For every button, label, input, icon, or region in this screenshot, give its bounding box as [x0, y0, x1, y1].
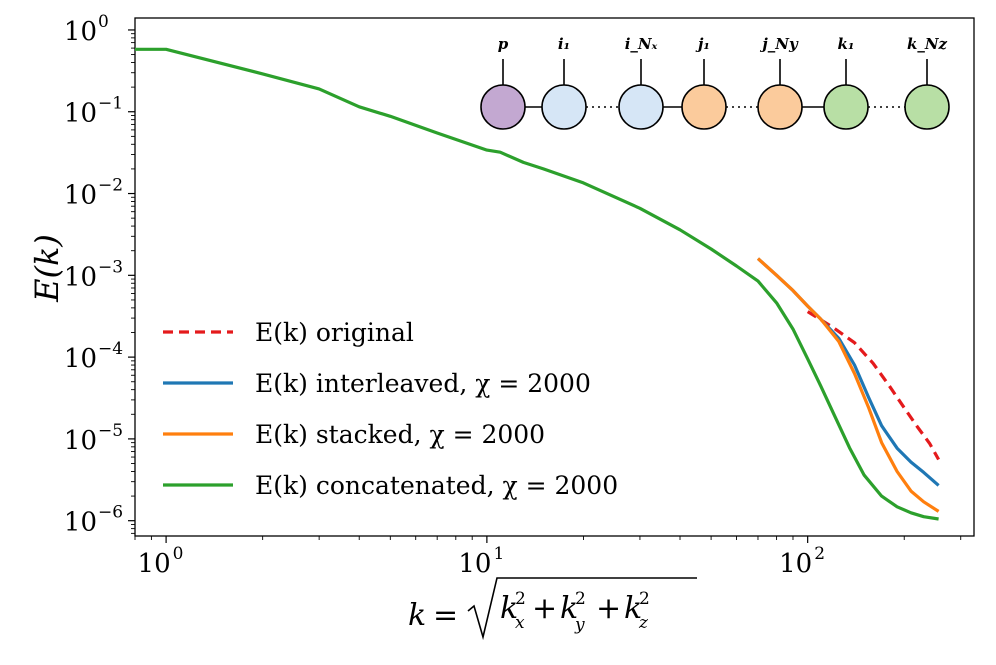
y-tick-label: 10	[64, 508, 97, 538]
x-tick-label: 10	[779, 549, 812, 579]
svg-text:2: 2	[515, 589, 526, 609]
svg-text:+: +	[596, 591, 621, 626]
series-layer	[135, 47, 940, 521]
svg-text:k: k	[408, 598, 426, 633]
inset-node-0	[480, 84, 526, 130]
inset-node-label-3: j₁	[695, 35, 710, 53]
series-line-3	[135, 47, 939, 521]
y-tick-label: 10	[64, 262, 97, 292]
svg-text:2: 2	[575, 589, 586, 609]
svg-text:y: y	[574, 615, 585, 635]
svg-text:k: k	[624, 591, 642, 626]
x-tick-label: 10	[458, 549, 491, 579]
y-tick-label: 10	[64, 17, 97, 47]
svg-text:x: x	[515, 613, 525, 633]
plot-area	[134, 17, 975, 537]
inset-node-1	[541, 84, 587, 130]
series-line-0	[806, 310, 940, 461]
tensor-network-inset: p i₁ i_Nₓ j₁ j_Ny k₁ k_Nz	[480, 35, 950, 130]
legend-label-1: E(k) interleaved, χ = 2000	[255, 369, 591, 398]
axes-frame	[134, 17, 975, 537]
y-tick-exponent: −6	[98, 503, 123, 523]
svg-text:+: +	[532, 591, 557, 626]
sqrt-symbol	[467, 577, 697, 641]
inset-node-2	[618, 84, 664, 130]
x-tick-exponent: 1	[493, 544, 504, 564]
inset-node-label-0: p	[498, 35, 509, 53]
y-tick-exponent: 0	[98, 12, 109, 32]
series-line-2	[756, 257, 940, 513]
svg-text:k: k	[560, 591, 578, 626]
y-tick-exponent: −5	[98, 421, 123, 441]
inset-node-label-6: k_Nz	[907, 35, 948, 53]
inset-node-4	[757, 84, 803, 130]
inset-node-3	[681, 84, 727, 130]
inset-node-6	[904, 84, 950, 130]
y-tick-label: 10	[64, 99, 97, 129]
y-tick-exponent: −2	[98, 176, 123, 196]
inset-node-label-5: k₁	[838, 35, 855, 53]
x-axis-label: k = kx2 + ky2 + kz2	[408, 577, 697, 641]
inset-node-label-1: i₁	[558, 35, 570, 53]
y-tick-label: 10	[64, 344, 97, 374]
y-tick-exponent: −1	[98, 94, 123, 114]
x-tick-exponent: 0	[173, 544, 184, 564]
y-axis-label: E(k)	[28, 234, 66, 303]
svg-text:2: 2	[639, 589, 650, 609]
y-tick-exponent: −3	[98, 257, 123, 277]
y-tick-exponent: −4	[98, 339, 123, 359]
y-tick-label: 10	[64, 181, 97, 211]
svg-text:k: k	[500, 591, 518, 626]
y-tick-label: 10	[64, 426, 97, 456]
inset-node-label-4: j_Ny	[759, 35, 799, 53]
x-tick-label: 10	[138, 549, 171, 579]
inset-node-5	[823, 84, 869, 130]
inset-node-label-2: i_Nₓ	[625, 35, 658, 53]
legend: E(k) original E(k) interleaved, χ = 2000 E…	[163, 318, 618, 500]
svg-text:z: z	[638, 613, 649, 633]
svg-text:=: =	[433, 598, 458, 633]
legend-label-3: E(k) concatenated, χ = 2000	[255, 471, 618, 500]
series-line-1	[756, 257, 940, 487]
x-tick-exponent: 2	[814, 544, 825, 564]
x-axis: 10 0 10 1 10 2	[134, 536, 962, 579]
legend-label-2: E(k) stacked, χ = 2000	[255, 420, 545, 449]
legend-label-0: E(k) original	[255, 318, 414, 347]
